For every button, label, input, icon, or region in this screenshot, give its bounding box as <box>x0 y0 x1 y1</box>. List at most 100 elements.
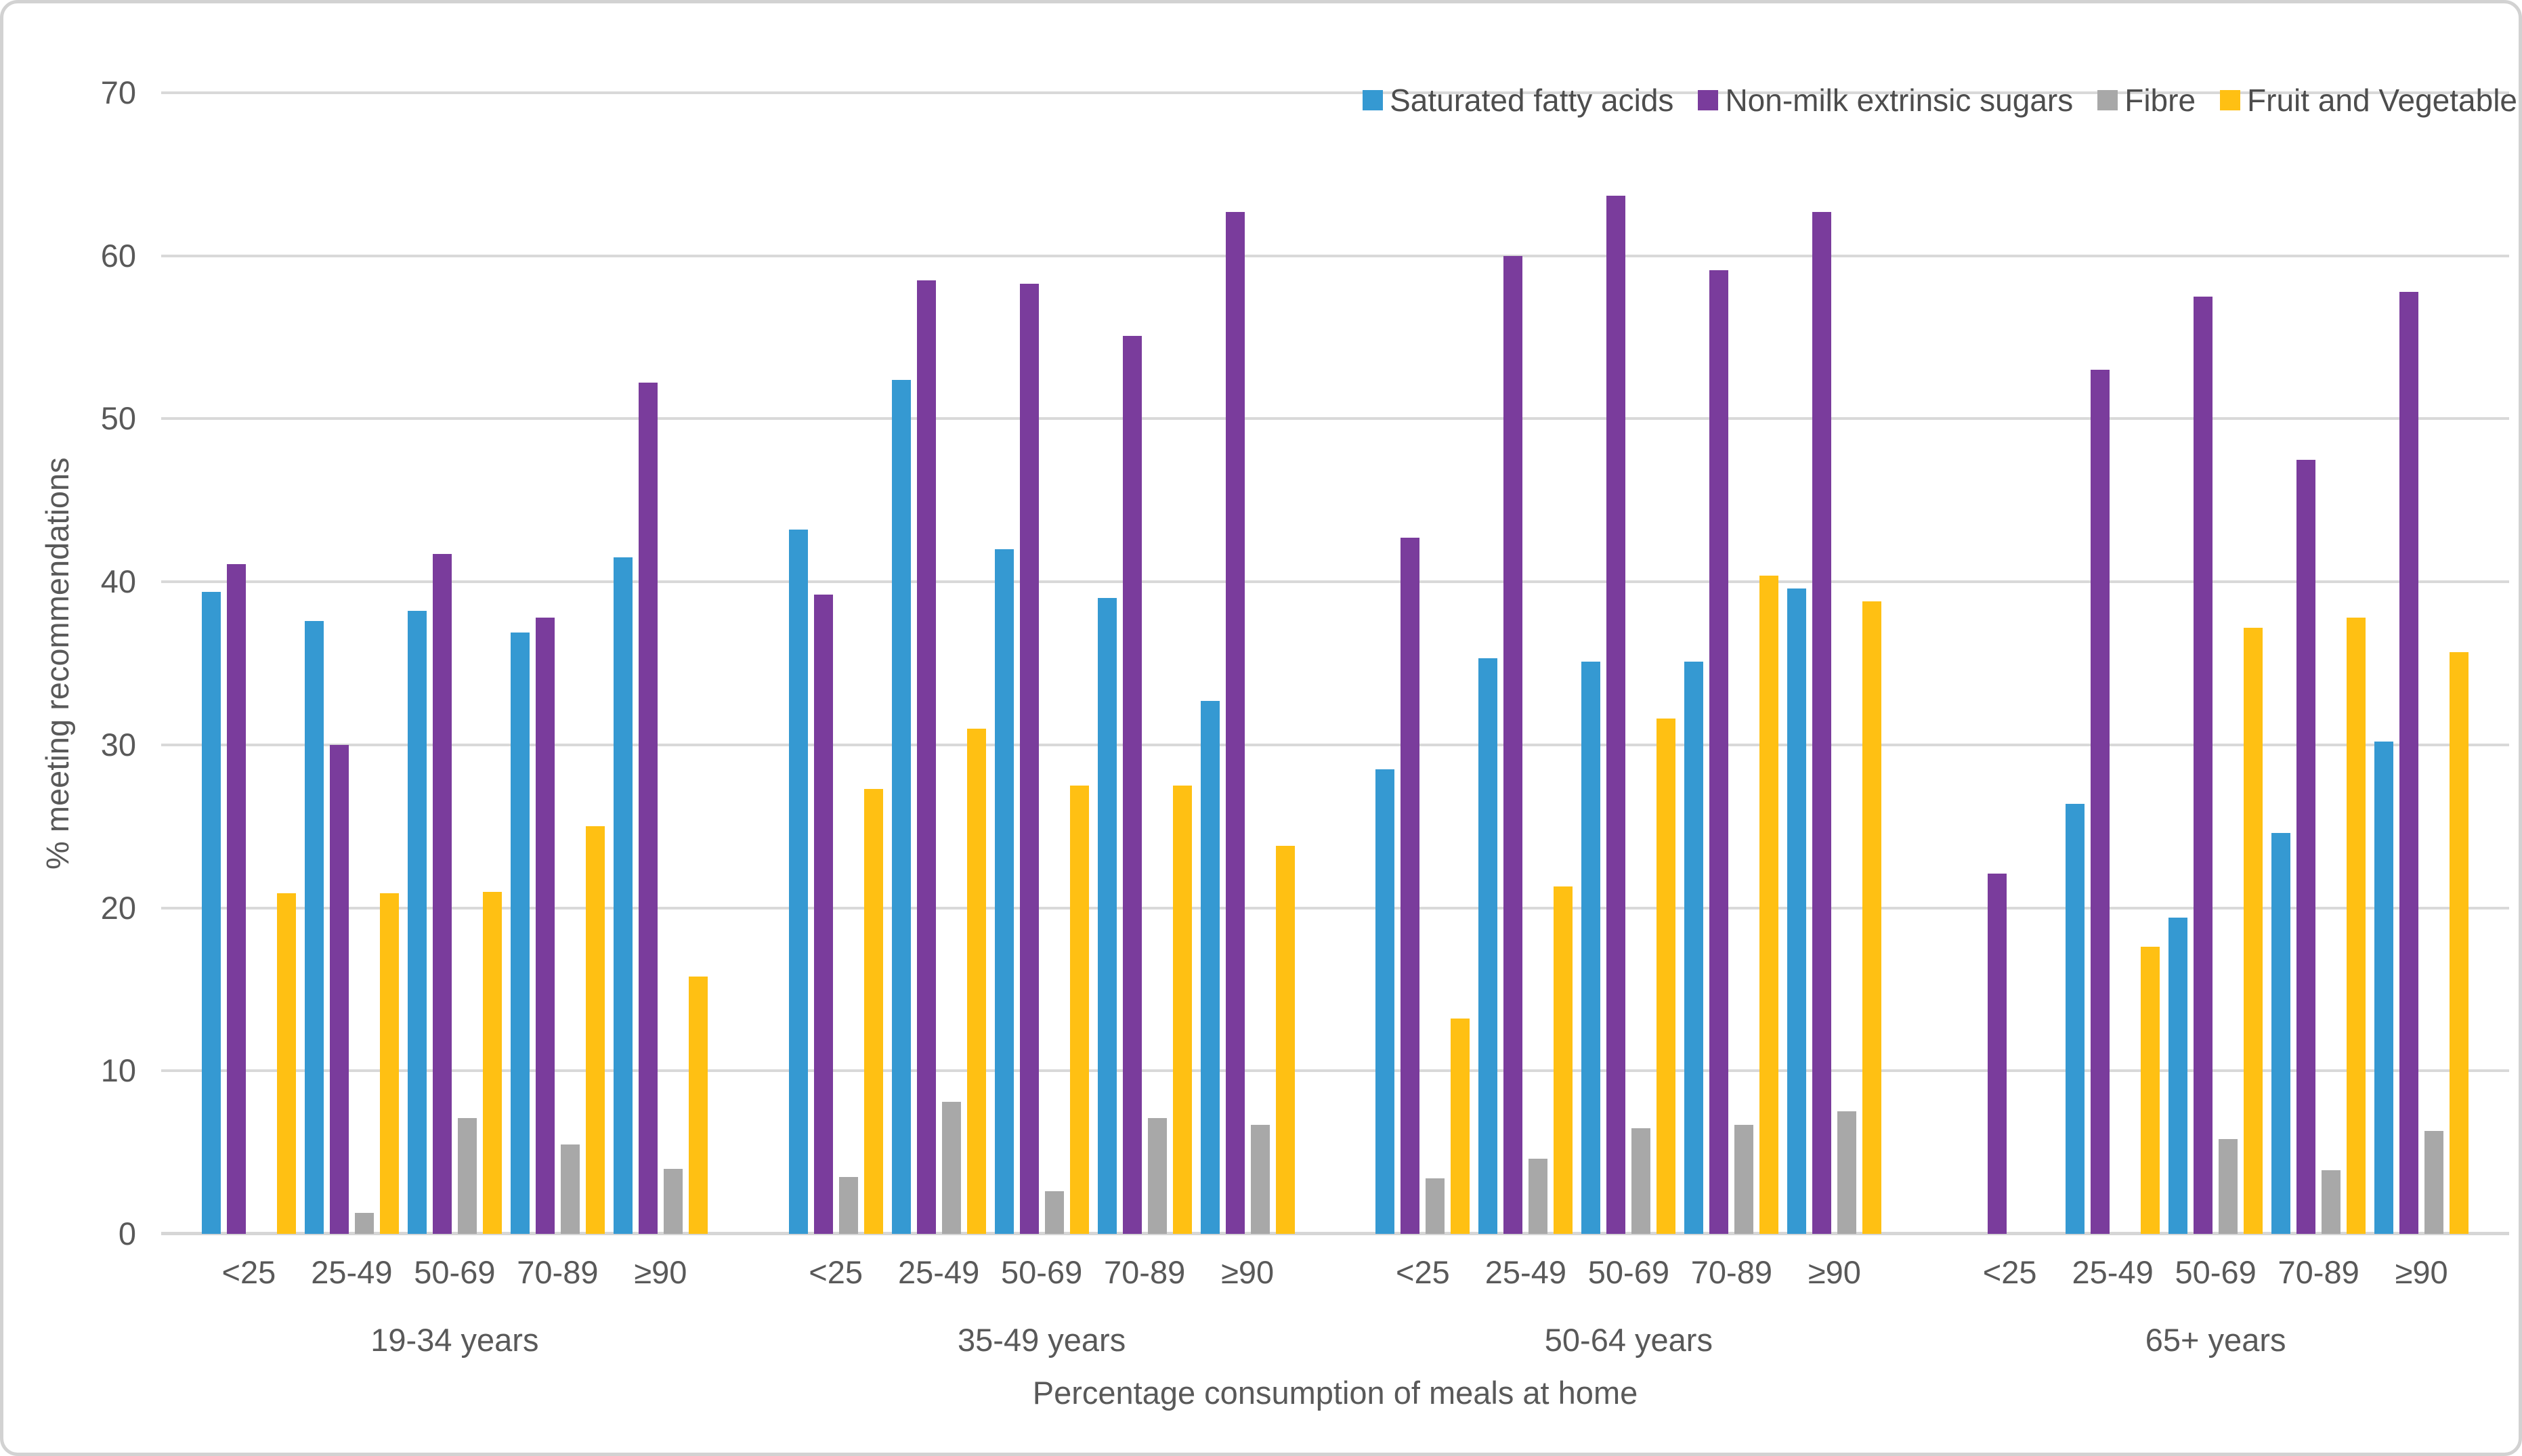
x-tick-group: <25 25-49 50-69 70-89 ≥90 <box>1922 1254 2509 1291</box>
bar-saturated-fatty-acids <box>1684 662 1704 1234</box>
bar-non-milk-extrinsic-sugars <box>1225 211 1245 1234</box>
legend-swatch-icon <box>1363 90 1384 110</box>
y-tick-label: 50 <box>100 400 136 437</box>
bar-non-milk-extrinsic-sugars <box>638 383 658 1234</box>
x-tick-label: 50-69 <box>414 1254 496 1290</box>
bar-fibre <box>838 1176 858 1234</box>
legend-item[interactable]: Fibre <box>2097 82 2196 119</box>
bar-cluster <box>891 93 986 1234</box>
bar-fibre <box>1837 1111 1857 1234</box>
legend-item-label: Fruit and Vegetable <box>2247 83 2517 118</box>
bar-non-milk-extrinsic-sugars <box>535 618 555 1234</box>
gridline <box>161 417 2509 421</box>
bar-group <box>1335 93 1923 1234</box>
bar-non-milk-extrinsic-sugars <box>1122 335 1142 1234</box>
bar-saturated-fatty-acids <box>1097 598 1117 1234</box>
bar-cluster <box>613 93 708 1234</box>
y-tick-label: 40 <box>100 563 136 600</box>
legend-item-label: Fibre <box>2124 83 2196 118</box>
bar-fruit-and-vegetable <box>379 893 399 1234</box>
x-tick-label: 50-69 <box>1001 1254 1083 1290</box>
bar-cluster <box>1478 93 1573 1234</box>
x-tick-label: 70-89 <box>517 1254 599 1290</box>
bar-fibre <box>1631 1128 1651 1234</box>
legend-item[interactable]: Non-milk extrinsic sugars <box>1698 82 2073 119</box>
bar-cluster <box>2066 93 2160 1234</box>
x-tick-label: 70-89 <box>2278 1254 2359 1290</box>
gridline <box>161 91 2509 94</box>
bar-cluster <box>201 93 296 1234</box>
gridline <box>161 906 2509 909</box>
bar-non-milk-extrinsic-sugars <box>813 595 833 1234</box>
bar-fruit-and-vegetable <box>1759 575 1779 1234</box>
x-tick-label: 25-49 <box>2072 1254 2154 1290</box>
bar-saturated-fatty-acids <box>2271 832 2291 1234</box>
bar-group <box>161 93 748 1234</box>
bar-non-milk-extrinsic-sugars <box>1709 270 1729 1234</box>
bar-non-milk-extrinsic-sugars <box>1401 538 1420 1234</box>
bar-cluster <box>2168 93 2263 1234</box>
bar-saturated-fatty-acids <box>891 379 911 1234</box>
bar-group <box>748 93 1335 1234</box>
bar-fibre <box>1734 1124 1754 1234</box>
x-tick-group: <25 25-49 50-69 70-89 ≥90 <box>161 1254 748 1291</box>
bar-cluster <box>788 93 883 1234</box>
bar-fruit-and-vegetable <box>2347 618 2366 1234</box>
bar-non-milk-extrinsic-sugars <box>432 554 452 1234</box>
bar-non-milk-extrinsic-sugars <box>1812 211 1832 1234</box>
bar-saturated-fatty-acids <box>1375 769 1395 1234</box>
x-tick-label: 50-69 <box>1587 1254 1669 1290</box>
bar-cluster <box>510 93 605 1234</box>
bar-fibre <box>457 1118 477 1234</box>
x-tick-label: <25 <box>809 1254 863 1290</box>
bars-row <box>161 93 2509 1234</box>
plot-area: Saturated fatty acids Non-milk extrinsic … <box>161 83 2517 1235</box>
x-tick-label: 25-49 <box>311 1254 393 1290</box>
bar-saturated-fatty-acids <box>304 620 324 1234</box>
bar-saturated-fatty-acids <box>1200 700 1220 1234</box>
legend-item[interactable]: Saturated fatty acids <box>1363 82 1673 119</box>
x-tick-label: <25 <box>1396 1254 1450 1290</box>
x-tick-labels: <25 25-49 50-69 70-89 ≥90 <25 25-49 50-69 70-89 ≥… <box>161 1254 2509 1291</box>
y-tick-label: 70 <box>100 74 136 110</box>
x-axis-line <box>161 1232 2509 1235</box>
legend-item[interactable]: Fruit and Vegetable <box>2220 82 2517 119</box>
bar-saturated-fatty-acids <box>407 611 427 1234</box>
bar-fruit-and-vegetable <box>863 788 883 1234</box>
bar-cluster <box>1375 93 1470 1234</box>
legend-swatch-icon <box>2220 90 2241 110</box>
bar-fruit-and-vegetable <box>1069 786 1089 1234</box>
bar-fibre <box>1147 1118 1167 1234</box>
y-tick-label: 10 <box>100 1052 136 1089</box>
legend-swatch-icon <box>1698 90 1719 110</box>
bar-fruit-and-vegetable <box>585 826 605 1234</box>
x-group-labels: 19-34 years 35-49 years 50-64 years 65+ yea… <box>161 1321 2509 1358</box>
bar-cluster <box>304 93 399 1234</box>
bar-cluster <box>1200 93 1295 1234</box>
x-tick-label: 25-49 <box>1484 1254 1566 1290</box>
x-tick-label: 70-89 <box>1104 1254 1186 1290</box>
x-tick-label: <25 <box>1982 1254 2037 1290</box>
y-tick-label: 20 <box>100 889 136 926</box>
bar-cluster <box>2271 93 2366 1234</box>
bar-fibre <box>1426 1178 1445 1234</box>
bar-cluster <box>994 93 1089 1234</box>
x-tick-label: <25 <box>221 1254 276 1290</box>
bar-fruit-and-vegetable <box>1554 886 1573 1234</box>
bar-saturated-fatty-acids <box>1787 588 1807 1234</box>
bar-non-milk-extrinsic-sugars <box>2194 296 2213 1234</box>
x-axis-title: Percentage consumption of meals at home <box>1032 1375 1638 1411</box>
bar-fruit-and-vegetable <box>1275 846 1295 1234</box>
bar-saturated-fatty-acids <box>1478 658 1498 1234</box>
x-tick-label: 25-49 <box>898 1254 980 1290</box>
bar-fruit-and-vegetable <box>2244 627 2263 1234</box>
bar-saturated-fatty-acids <box>510 632 530 1234</box>
bar-fibre <box>560 1144 580 1234</box>
x-group-label: 19-34 years <box>370 1322 539 1358</box>
legend-item-label: Non-milk extrinsic sugars <box>1725 83 2074 118</box>
bar-fruit-and-vegetable <box>966 728 986 1234</box>
y-tick-label: 0 <box>118 1216 136 1251</box>
x-tick-label: ≥90 <box>2395 1254 2448 1290</box>
y-tick-label: 60 <box>100 237 136 274</box>
x-group-label: 35-49 years <box>958 1322 1126 1358</box>
